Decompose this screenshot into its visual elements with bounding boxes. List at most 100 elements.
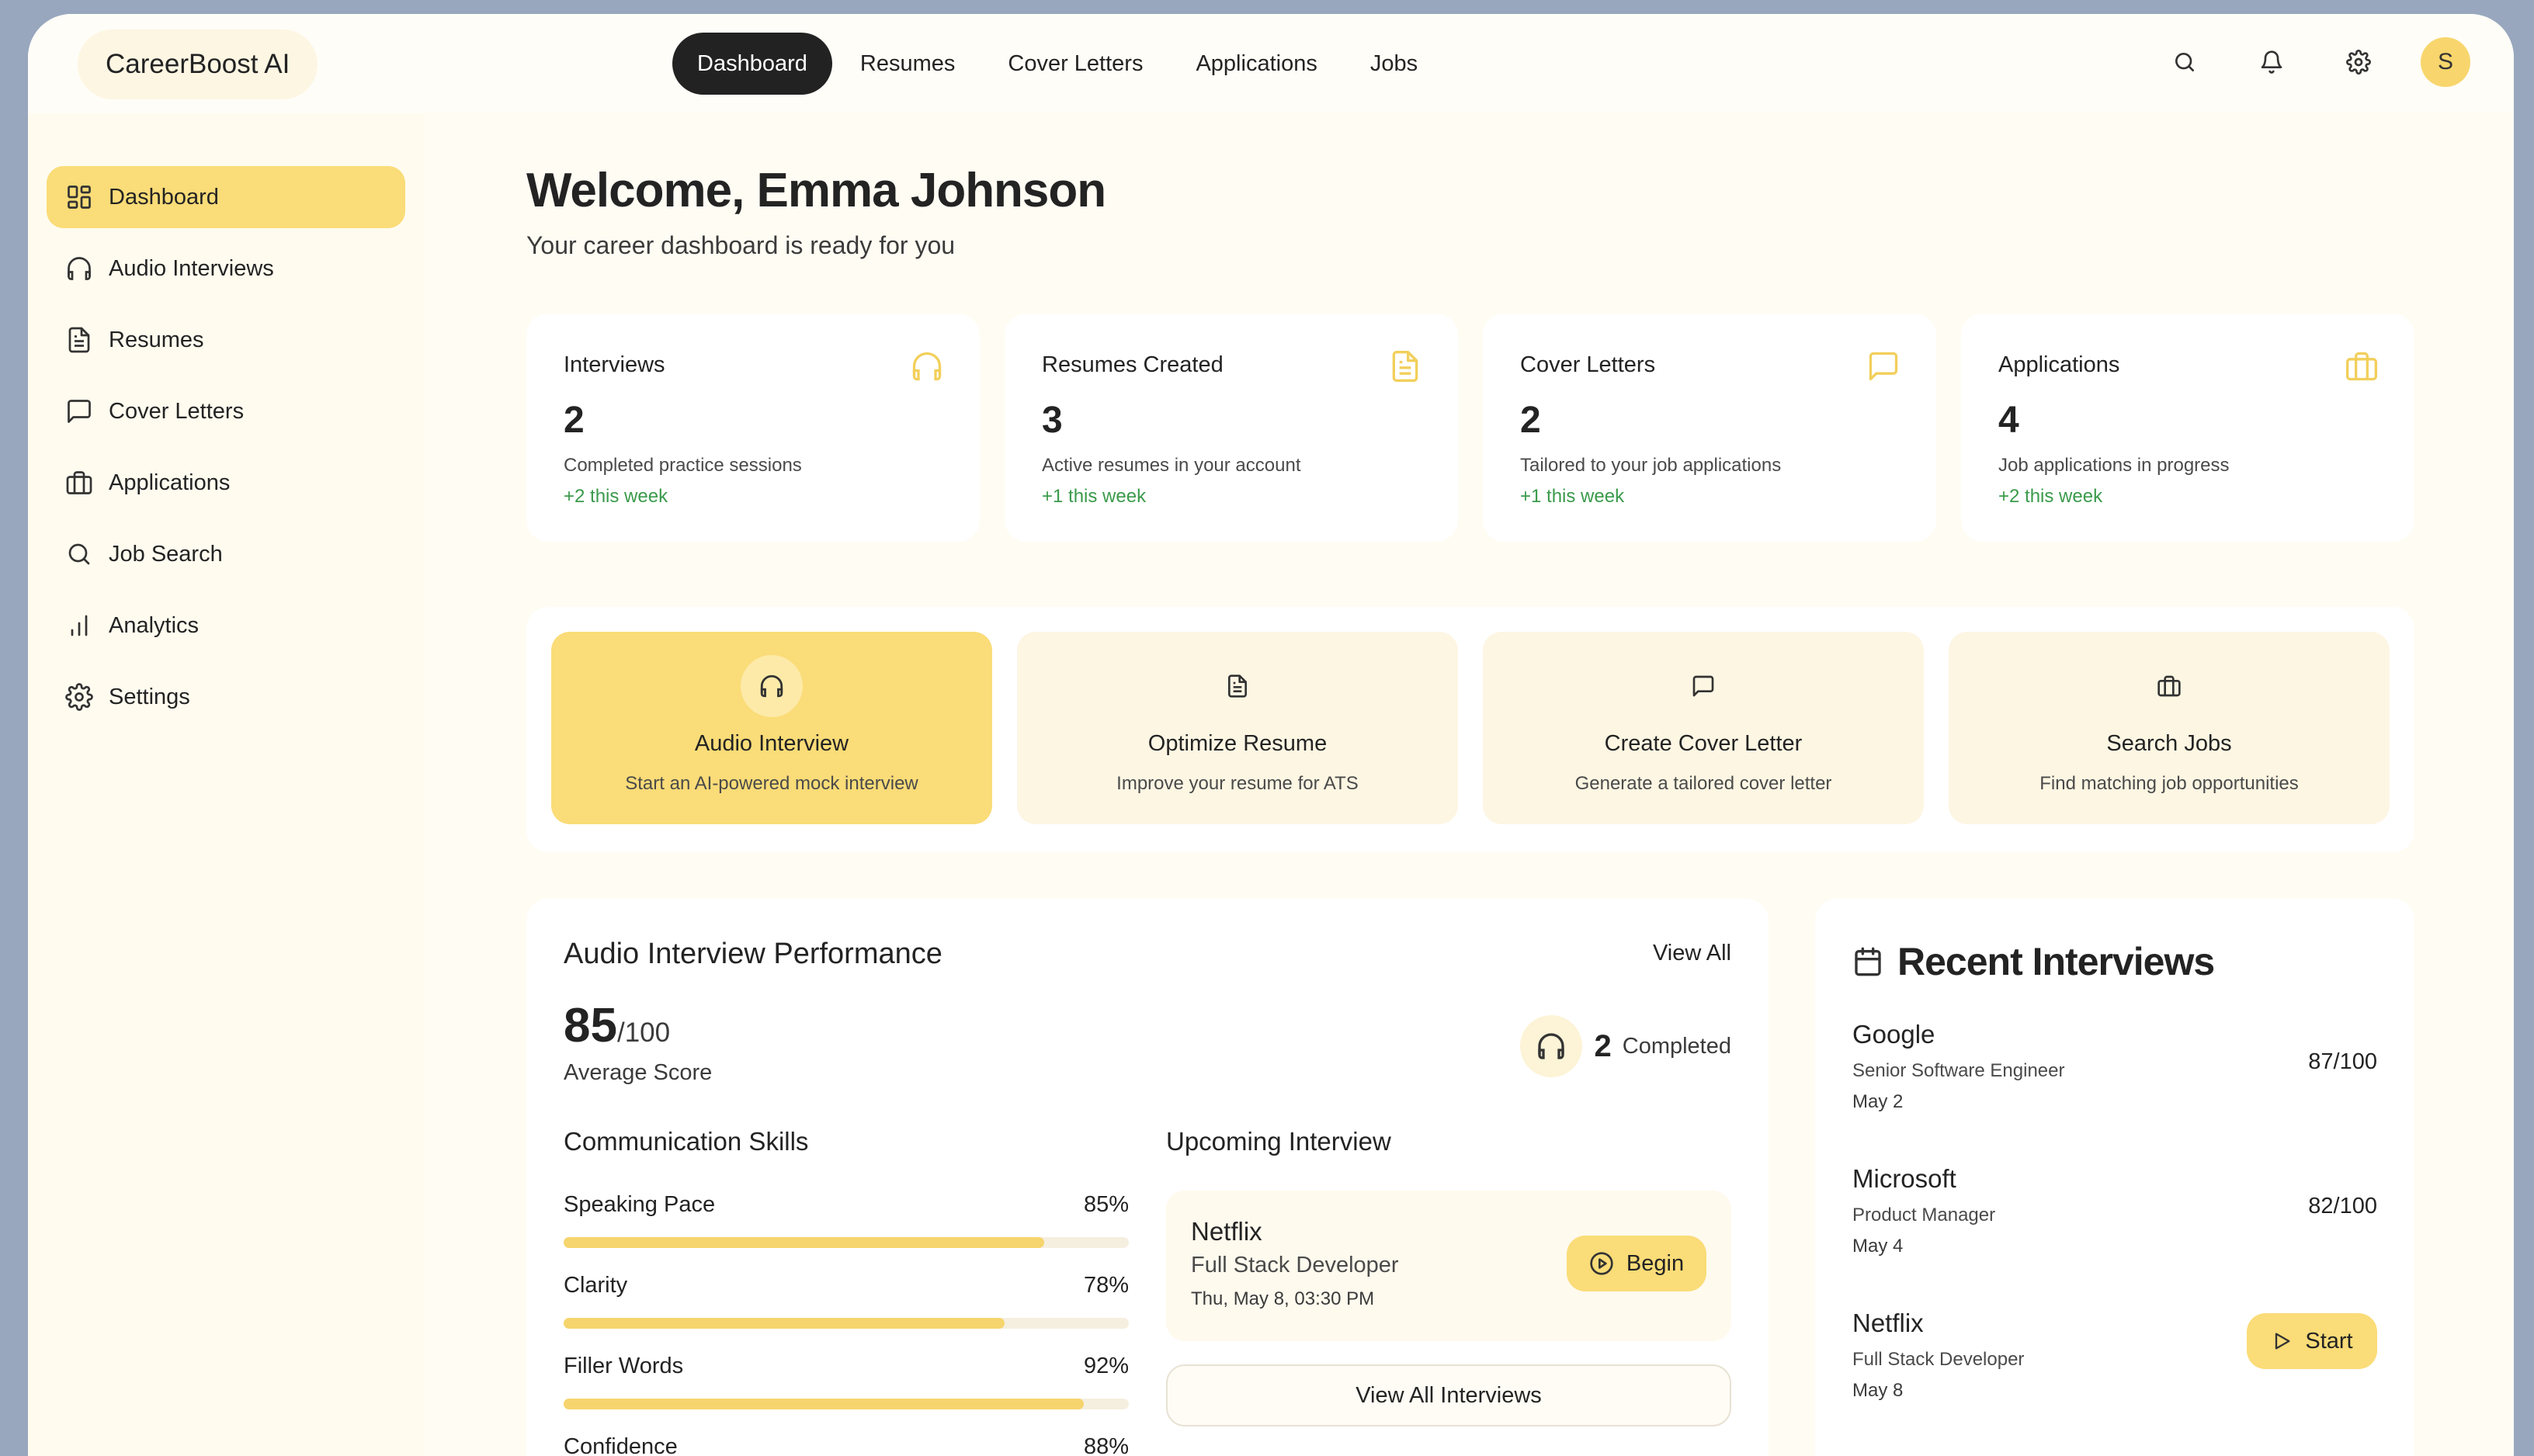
- stat-delta: +2 this week: [1998, 486, 2103, 507]
- stat-delta: +1 this week: [1042, 486, 1147, 507]
- skill-progress-fill: [564, 1237, 1044, 1248]
- stat-title: Applications: [1998, 352, 2120, 377]
- sidebar-item-cover-letters[interactable]: Cover Letters: [47, 380, 405, 442]
- quick-action-search-jobs[interactable]: Search Jobs Find matching job opportunit…: [1949, 632, 2390, 824]
- stat-value: 2: [1520, 400, 1541, 441]
- interview-date: May 8: [1852, 1380, 1904, 1401]
- score-value: 85: [564, 999, 617, 1052]
- sidebar-item-label: Job Search: [109, 541, 223, 567]
- sidebar-item-analytics[interactable]: Analytics: [47, 595, 405, 657]
- nav-jobs[interactable]: Jobs: [1369, 51, 1418, 76]
- skill-progress-fill: [564, 1318, 1005, 1329]
- stat-card-interviews: Interviews 2 Completed practice sessions…: [526, 314, 980, 542]
- briefcase-icon: [2138, 655, 2200, 717]
- average-score: 85/100: [564, 998, 670, 1053]
- stat-value: 3: [1042, 400, 1063, 441]
- interview-role: Senior Software Engineer: [1852, 1060, 2065, 1081]
- skill-row: Clarity 78%: [564, 1273, 1129, 1335]
- quick-action-optimize-resume[interactable]: Optimize Resume Improve your resume for …: [1017, 632, 1458, 824]
- view-all-interviews-button[interactable]: View All Interviews: [1166, 1364, 1731, 1427]
- sidebar-item-resumes[interactable]: Resumes: [47, 309, 405, 371]
- sidebar-item-settings[interactable]: Settings: [47, 666, 405, 728]
- headphones-icon: [1519, 1015, 1582, 1077]
- document-icon: [1388, 349, 1422, 387]
- bell-icon[interactable]: [2247, 37, 2296, 87]
- nav-cover-letters[interactable]: Cover Letters: [1008, 51, 1144, 76]
- start-button-label: Start: [2305, 1328, 2353, 1354]
- quick-action-title: Create Cover Letter: [1604, 731, 1803, 756]
- quick-actions-panel: Audio Interview Start an AI-powered mock…: [526, 607, 2414, 852]
- interview-company: Google: [1852, 1020, 1935, 1049]
- message-icon: [68, 400, 91, 423]
- search-icon[interactable]: [2160, 37, 2209, 87]
- avatar[interactable]: S: [2421, 37, 2470, 87]
- sidebar-item-applications[interactable]: Applications: [47, 452, 405, 514]
- sidebar-item-label: Applications: [109, 470, 231, 495]
- nav-dashboard[interactable]: Dashboard: [672, 33, 832, 95]
- stat-delta: +2 this week: [564, 486, 668, 507]
- quick-action-create-cover-letter[interactable]: Create Cover Letter Generate a tailored …: [1483, 632, 1924, 824]
- sidebar-item-dashboard[interactable]: Dashboard: [47, 166, 405, 228]
- audio-interview-performance-panel: Audio Interview Performance View All 85/…: [526, 899, 1769, 1456]
- skill-progress-track: [564, 1399, 1129, 1409]
- play-circle-icon: [1590, 1252, 1613, 1275]
- brand-logo[interactable]: CareerBoost AI: [78, 29, 318, 99]
- stat-delta: +1 this week: [1520, 486, 1625, 507]
- app-window: CareerBoost AI Dashboard Resumes Cover L…: [28, 14, 2514, 1456]
- top-actions: S: [2160, 37, 2470, 87]
- recent-interview-item[interactable]: Microsoft Product Manager May 4 82/100: [1852, 1164, 2377, 1281]
- sidebar: Dashboard Audio Interviews Resumes Cover…: [28, 113, 424, 1456]
- upcoming-interview-heading: Upcoming Interview: [1166, 1127, 1391, 1156]
- recent-interviews-panel: Recent Interviews Google Senior Software…: [1815, 899, 2414, 1456]
- headphones-icon: [741, 655, 803, 717]
- briefcase-icon: [66, 471, 92, 494]
- recent-interview-item[interactable]: Google Senior Software Engineer May 2 87…: [1852, 1020, 2377, 1136]
- nav-applications[interactable]: Applications: [1196, 51, 1317, 76]
- dashboard-icon: [68, 185, 91, 209]
- skill-value: 85%: [1083, 1192, 1129, 1217]
- stat-card-cover-letters: Cover Letters 2 Tailored to your job app…: [1483, 314, 1936, 542]
- top-navbar: CareerBoost AI Dashboard Resumes Cover L…: [28, 14, 2514, 113]
- skill-value: 92%: [1083, 1354, 1129, 1378]
- interview-company: Netflix: [1852, 1309, 1924, 1337]
- headphones-icon: [910, 349, 944, 387]
- sidebar-item-label: Analytics: [109, 612, 200, 638]
- sidebar-item-job-search[interactable]: Job Search: [47, 523, 405, 585]
- upcoming-role: Full Stack Developer: [1191, 1253, 1399, 1277]
- nav-resumes[interactable]: Resumes: [859, 51, 956, 76]
- interview-date: May 4: [1852, 1236, 1904, 1257]
- skill-name: Clarity: [564, 1273, 628, 1298]
- start-button[interactable]: Start: [2247, 1313, 2377, 1369]
- document-icon: [1206, 655, 1269, 717]
- quick-action-description: Start an AI-powered mock interview: [625, 773, 918, 794]
- skill-value: 78%: [1083, 1273, 1129, 1298]
- stat-title: Interviews: [564, 352, 665, 377]
- quick-action-title: Optimize Resume: [1147, 731, 1328, 756]
- message-icon: [1866, 349, 1900, 387]
- skill-progress-fill: [564, 1399, 1084, 1409]
- upcoming-company: Netflix: [1191, 1217, 1262, 1246]
- play-icon: [2275, 1333, 2290, 1350]
- interview-company: Microsoft: [1852, 1164, 1956, 1193]
- page-title: Welcome, Emma Johnson: [526, 164, 1106, 217]
- stat-description: Job applications in progress: [1998, 455, 2230, 476]
- stat-card-applications: Applications 4 Job applications in progr…: [1961, 314, 2414, 542]
- document-icon: [68, 327, 90, 353]
- top-nav: Dashboard Resumes Cover Letters Applicat…: [672, 33, 1442, 95]
- score-denominator: /100: [616, 1017, 671, 1048]
- sidebar-item-audio-interviews[interactable]: Audio Interviews: [47, 237, 405, 300]
- skill-progress-track: [564, 1318, 1129, 1329]
- recent-interview-item[interactable]: Netflix Full Stack Developer May 8 Start: [1852, 1309, 2377, 1425]
- stat-value: 4: [1998, 400, 2019, 441]
- headphones-icon: [68, 257, 91, 280]
- interview-score: 87/100: [2308, 1049, 2377, 1074]
- sidebar-item-label: Dashboard: [109, 184, 219, 210]
- quick-action-audio-interview[interactable]: Audio Interview Start an AI-powered mock…: [551, 632, 992, 824]
- view-all-link[interactable]: View All: [1652, 941, 1731, 965]
- gear-icon[interactable]: [2334, 37, 2383, 87]
- score-label: Average Score: [564, 1060, 713, 1085]
- begin-button[interactable]: Begin: [1567, 1236, 1706, 1291]
- skill-value: 88%: [1083, 1434, 1129, 1456]
- skill-row: Speaking Pace 85%: [564, 1192, 1129, 1254]
- stat-value: 2: [564, 400, 585, 441]
